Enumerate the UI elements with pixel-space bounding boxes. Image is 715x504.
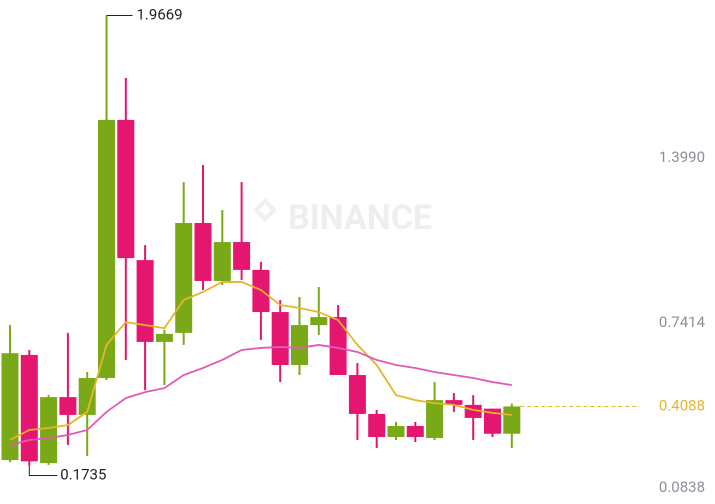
- candle-body: [271, 312, 289, 365]
- candle-body: [155, 333, 173, 342]
- moving-average-line: [9, 281, 512, 441]
- moving-average-line: [9, 344, 512, 446]
- y-tick-label: 0.0838: [659, 478, 705, 496]
- candle-body: [213, 242, 231, 281]
- candle-body: [20, 354, 38, 462]
- y-tick-label: 0.7414: [659, 313, 706, 331]
- watermark: BINANCE: [253, 198, 432, 238]
- candle-body: [426, 400, 444, 439]
- last-price-label: 0.4088: [659, 396, 705, 414]
- candle-body: [59, 397, 77, 415]
- candle-body: [98, 119, 115, 379]
- candle-body: [194, 222, 212, 281]
- candle-body: [136, 260, 154, 342]
- candle-body: [348, 375, 366, 414]
- candle-body: [175, 222, 193, 333]
- watermark-text: BINANCE: [288, 198, 432, 238]
- candle-body: [368, 413, 386, 438]
- high-label: 1.9669: [137, 5, 183, 23]
- candle-body: [40, 397, 58, 464]
- low-label: 0.1735: [60, 465, 106, 483]
- candle-body: [387, 425, 405, 438]
- watermark-logo: [253, 198, 277, 222]
- candle-body: [329, 317, 347, 376]
- low-marker: [28, 465, 58, 476]
- candle-body: [78, 378, 96, 415]
- y-tick-label: 1.3990: [659, 148, 705, 166]
- candle-body: [1, 353, 19, 461]
- candle-body: [310, 317, 328, 326]
- candle-body: [406, 425, 424, 438]
- candle-body: [117, 119, 135, 259]
- candle-body: [503, 406, 521, 434]
- candle-body: [445, 400, 463, 405]
- candle-body: [291, 325, 308, 365]
- candle-body: [233, 242, 251, 270]
- candle-body: [484, 408, 501, 434]
